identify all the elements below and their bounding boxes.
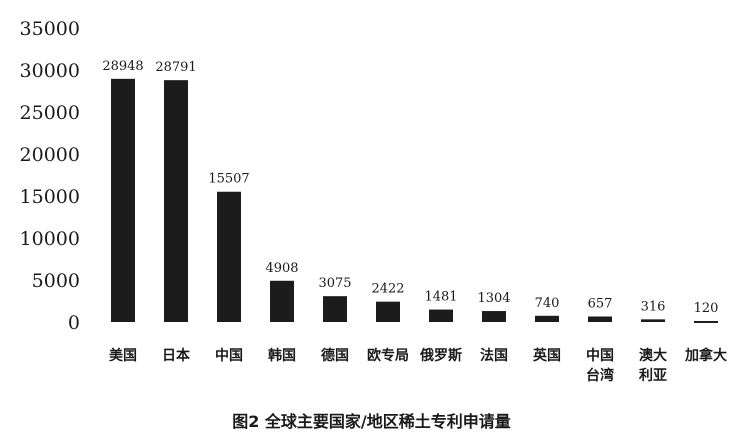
value-label: 28791 (155, 60, 196, 75)
bar (535, 315, 559, 322)
category-label: 法国 (480, 347, 508, 364)
category-label: 加拿大 (684, 347, 727, 364)
value-label: 740 (535, 296, 560, 311)
value-label: 657 (588, 296, 613, 311)
y-tick-label: 0 (68, 312, 80, 334)
category-label: 俄罗斯 (419, 347, 462, 364)
category-label: 利亚 (639, 367, 667, 384)
y-tick-label: 15000 (20, 186, 80, 208)
y-tick-label: 20000 (20, 144, 80, 166)
value-label: 1481 (424, 290, 457, 305)
bar (376, 301, 400, 322)
figure-caption: 图2 全球主要国家/地区稀土专利申请量 (232, 412, 511, 431)
bar (641, 319, 665, 322)
y-tick-label: 25000 (20, 102, 80, 124)
value-labels: 28948 28791 15507 4908 3075 2422 1481 1304 740 65… (102, 59, 718, 316)
bar (164, 80, 188, 322)
bar (482, 311, 506, 322)
category-label: 美国 (109, 347, 137, 364)
bar (429, 309, 453, 322)
category-label: 澳大 (639, 347, 667, 364)
category-label: 英国 (532, 347, 561, 364)
bar (270, 280, 294, 322)
bar (217, 191, 241, 322)
y-tick-label: 10000 (20, 228, 80, 250)
value-label: 15507 (208, 172, 249, 187)
category-label: 欧专局 (367, 347, 409, 364)
y-tick-label: 5000 (32, 270, 80, 292)
category-label: 中国 (215, 347, 243, 364)
category-label: 韩国 (268, 347, 296, 364)
bar (588, 316, 612, 322)
category-label: 日本 (162, 347, 191, 364)
value-label: 2422 (371, 282, 404, 297)
value-label: 28948 (102, 59, 143, 74)
y-axis-tick-labels: 0 5000 10000 15000 20000 25000 30000 35000 (20, 18, 80, 334)
value-label: 1304 (477, 291, 510, 306)
bar (323, 296, 347, 322)
category-label: 中国 (586, 347, 614, 364)
value-label: 3075 (318, 276, 351, 291)
value-label: 120 (694, 301, 719, 316)
bar (111, 78, 135, 323)
y-tick-label: 35000 (20, 18, 80, 40)
category-label: 台湾 (586, 367, 614, 384)
y-tick-label: 30000 (20, 60, 80, 82)
bars (111, 78, 718, 323)
category-label: 德国 (321, 347, 349, 364)
value-label: 4908 (265, 261, 298, 276)
bar (694, 320, 718, 323)
value-label: 316 (641, 299, 666, 314)
